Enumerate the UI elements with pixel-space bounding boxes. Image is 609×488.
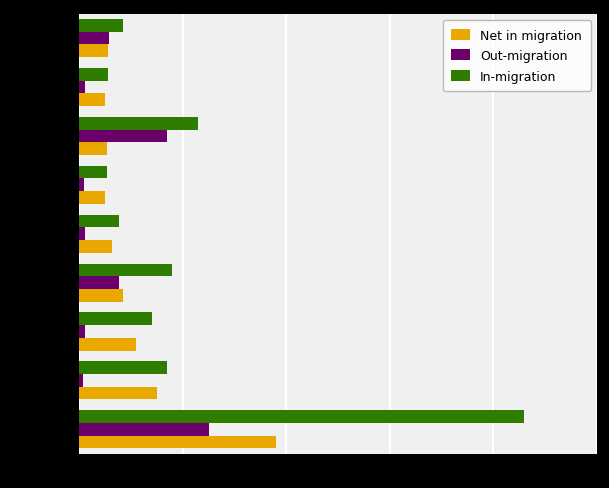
Bar: [79, 20, 122, 33]
Bar: [79, 387, 157, 400]
Bar: [79, 45, 108, 58]
Bar: [79, 362, 167, 374]
Bar: [79, 33, 109, 45]
Bar: [79, 143, 107, 156]
Bar: [79, 264, 172, 277]
Bar: [79, 410, 524, 423]
Bar: [79, 423, 208, 436]
Bar: [79, 118, 199, 130]
Bar: [79, 215, 119, 228]
Legend: Net in migration, Out-migration, In-migration: Net in migration, Out-migration, In-migr…: [443, 21, 591, 92]
Bar: [79, 374, 83, 387]
Bar: [79, 289, 122, 302]
Bar: [79, 192, 105, 204]
Bar: [79, 313, 152, 325]
Bar: [79, 325, 85, 338]
Bar: [79, 166, 107, 179]
Bar: [79, 277, 119, 289]
Bar: [79, 130, 167, 143]
Bar: [79, 338, 136, 351]
Bar: [79, 228, 85, 241]
Bar: [79, 81, 85, 94]
Bar: [79, 69, 108, 81]
Bar: [79, 436, 276, 448]
Bar: [79, 94, 105, 107]
Bar: [79, 241, 112, 253]
Bar: [79, 179, 84, 192]
